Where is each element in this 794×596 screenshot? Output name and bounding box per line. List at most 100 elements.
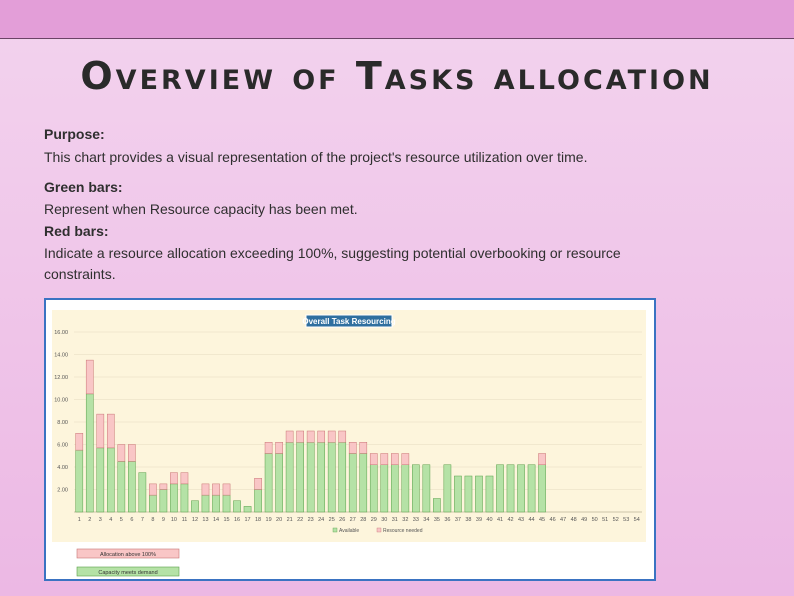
bar-available <box>306 442 315 513</box>
capacity-box <box>76 566 180 577</box>
bar-available <box>191 500 199 513</box>
bar-available <box>443 464 452 513</box>
x-tick-label: 45 <box>539 517 545 523</box>
bar-available <box>348 453 357 513</box>
green-bars-label: Green bars: <box>44 179 123 195</box>
y-tick-label: 4.00 <box>57 465 68 471</box>
bar-resource-needed <box>369 453 378 465</box>
bar-available <box>380 464 389 513</box>
x-tick-label: 6 <box>130 517 133 523</box>
x-tick-label: 12 <box>192 517 198 523</box>
bar-resource-needed <box>264 442 273 454</box>
x-tick-label: 30 <box>381 517 387 523</box>
x-tick-label: 53 <box>623 517 629 523</box>
x-tick-label: 32 <box>402 517 408 523</box>
chart-title-bg <box>305 314 393 328</box>
bar-resource-needed <box>275 442 283 454</box>
bar-available <box>422 464 431 513</box>
x-tick-label: 34 <box>423 517 429 523</box>
x-tick-label: 18 <box>255 517 261 523</box>
x-tick-label: 40 <box>486 517 492 523</box>
bar-available <box>464 475 473 513</box>
x-tick-label: 54 <box>634 517 640 523</box>
bar-available <box>390 464 399 513</box>
bar-resource-needed <box>317 430 326 443</box>
bar-available <box>117 461 126 513</box>
bar-resource-needed <box>96 413 105 449</box>
green-bars-text: Represent when Resource capacity has bee… <box>44 201 358 217</box>
bar-resource-needed <box>128 444 136 462</box>
bar-available <box>454 475 462 513</box>
x-tick-label: 41 <box>497 517 503 523</box>
x-tick-label: 51 <box>602 517 608 523</box>
x-tick-label: 15 <box>223 517 229 523</box>
purpose-label: Purpose: <box>44 126 105 142</box>
bar-resource-needed <box>285 430 294 443</box>
bar-resource-needed <box>212 483 220 496</box>
x-tick-label: 42 <box>507 517 513 523</box>
y-tick-label: 16.00 <box>54 330 68 336</box>
resourcing-chart: 2.00 4.00 6.00 8.00 10.00 12.00 14.00 16.00 Over… <box>52 310 646 577</box>
x-tick-label: 24 <box>318 517 324 523</box>
x-tick-label: 23 <box>308 517 314 523</box>
x-tick-label: 39 <box>476 517 482 523</box>
bar-available <box>369 464 378 513</box>
bar-resource-needed <box>348 442 357 454</box>
y-tick-label: 14.00 <box>54 353 68 359</box>
x-tick-label: 49 <box>581 517 587 523</box>
x-tick-label: 43 <box>518 517 524 523</box>
bar-resource-needed <box>180 472 189 485</box>
allocation-box <box>76 548 180 559</box>
bar-available <box>149 494 157 513</box>
x-tick-label: 7 <box>141 517 144 523</box>
x-tick-label: 47 <box>560 517 566 523</box>
bar-available <box>485 475 494 513</box>
bar-resource-needed <box>380 453 389 465</box>
bar-available <box>264 453 273 513</box>
bar-resource-needed <box>254 478 262 490</box>
x-tick-label: 52 <box>613 517 619 523</box>
bar-resource-needed <box>359 442 368 454</box>
bar-available <box>401 464 410 513</box>
bar-available <box>233 500 241 513</box>
x-tick-label: 4 <box>109 517 112 523</box>
bar-resource-needed <box>296 430 304 443</box>
red-bars-text: Indicate a resource allocation exceeding… <box>44 245 621 282</box>
bar-available <box>243 506 252 513</box>
bar-available <box>317 442 326 513</box>
bar-resource-needed <box>201 483 210 496</box>
x-tick-label: 21 <box>287 517 293 523</box>
x-tick-label: 35 <box>434 517 440 523</box>
bar-available <box>527 464 536 513</box>
bar-available <box>138 472 147 513</box>
purpose-text: This chart provides a visual representat… <box>44 149 588 165</box>
bar-available <box>538 464 546 513</box>
bar-resource-needed <box>327 430 336 443</box>
x-tick-label: 44 <box>528 517 534 523</box>
y-tick-label: 12.00 <box>54 375 68 381</box>
bar-available <box>475 475 483 513</box>
bar-resource-needed <box>401 453 410 465</box>
bar-available <box>96 447 105 513</box>
x-tick-label: 14 <box>213 517 219 523</box>
x-tick-label: 17 <box>244 517 250 523</box>
bar-resource-needed <box>222 483 231 496</box>
allocation-box-label: Allocation above 100% <box>100 552 156 558</box>
bar-available <box>506 464 515 513</box>
x-tick-label: 22 <box>297 517 303 523</box>
legend-label-available: Available <box>339 528 359 534</box>
bar-available <box>359 453 368 513</box>
x-tick-label: 8 <box>151 517 154 523</box>
top-band <box>0 0 794 39</box>
x-tick-label: 19 <box>266 517 272 523</box>
bar-resource-needed <box>170 472 178 485</box>
x-tick-label: 20 <box>276 517 282 523</box>
x-tick-label: 46 <box>550 517 556 523</box>
bar-resource-needed <box>538 453 546 465</box>
y-tick-label: 8.00 <box>57 420 68 426</box>
x-tick-label: 11 <box>182 517 188 523</box>
legend-label-needed: Resource needed <box>383 528 423 534</box>
legend-swatch-needed <box>376 527 382 533</box>
bar-resource-needed <box>390 453 399 465</box>
x-tick-label: 5 <box>120 517 123 523</box>
